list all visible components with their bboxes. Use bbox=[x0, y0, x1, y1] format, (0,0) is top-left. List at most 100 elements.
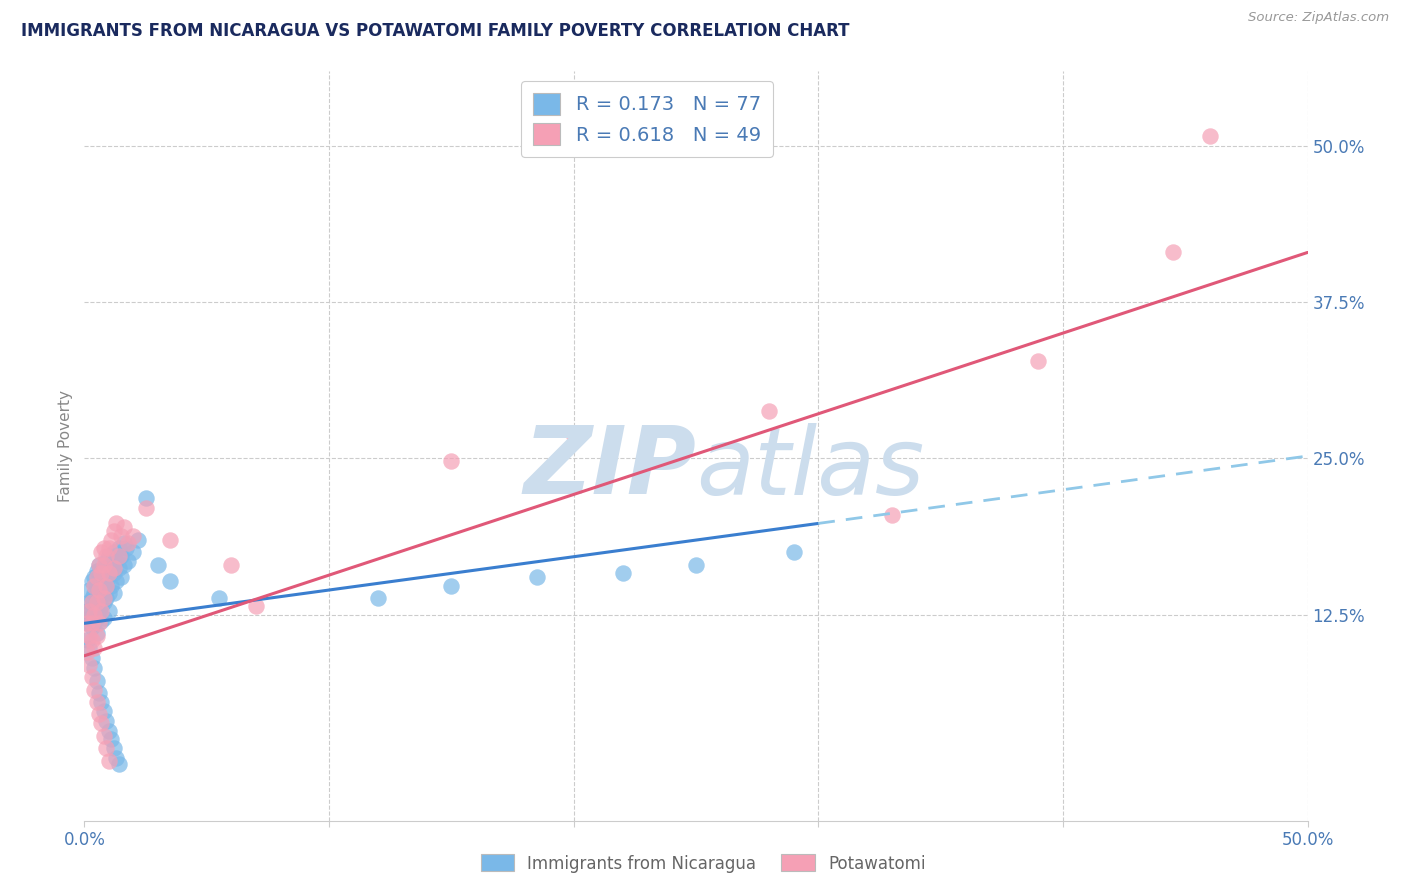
Y-axis label: Family Poverty: Family Poverty bbox=[58, 390, 73, 502]
Point bbox=[80, 616, 103, 631]
Point bbox=[880, 508, 903, 522]
Point bbox=[80, 591, 103, 606]
Point bbox=[96, 591, 118, 606]
Point bbox=[86, 629, 108, 643]
Point bbox=[105, 751, 128, 765]
Point bbox=[86, 595, 108, 609]
Point bbox=[86, 695, 108, 709]
Point bbox=[77, 629, 100, 643]
Legend: Immigrants from Nicaragua, Potawatomi: Immigrants from Nicaragua, Potawatomi bbox=[474, 847, 932, 880]
Point bbox=[97, 604, 120, 618]
Point bbox=[783, 545, 806, 559]
Point bbox=[110, 549, 132, 563]
Point bbox=[105, 516, 128, 531]
Point bbox=[103, 741, 125, 756]
Point bbox=[80, 632, 103, 647]
Point bbox=[122, 529, 145, 543]
Point bbox=[87, 604, 110, 618]
Text: ZIP: ZIP bbox=[523, 423, 696, 515]
Point bbox=[86, 570, 108, 584]
Legend: R = 0.173   N = 77, R = 0.618   N = 49: R = 0.173 N = 77, R = 0.618 N = 49 bbox=[522, 81, 773, 157]
Point bbox=[90, 716, 112, 731]
Point bbox=[87, 686, 110, 700]
Point bbox=[77, 604, 100, 618]
Point bbox=[96, 579, 118, 593]
Point bbox=[87, 558, 110, 572]
Point bbox=[1028, 354, 1050, 368]
Point bbox=[77, 611, 100, 625]
Point bbox=[117, 536, 139, 550]
Point bbox=[90, 614, 112, 628]
Point bbox=[100, 732, 122, 747]
Point bbox=[107, 561, 129, 575]
Point bbox=[93, 595, 115, 609]
Point bbox=[107, 541, 129, 556]
Point bbox=[93, 579, 115, 593]
Point bbox=[83, 579, 105, 593]
Point bbox=[112, 558, 135, 572]
Point bbox=[87, 582, 110, 597]
Point bbox=[76, 645, 98, 659]
Point bbox=[127, 533, 149, 547]
Point bbox=[80, 595, 103, 609]
Point bbox=[77, 595, 100, 609]
Point bbox=[1198, 129, 1220, 144]
Point bbox=[97, 754, 120, 768]
Point bbox=[83, 586, 105, 600]
Point bbox=[80, 604, 103, 618]
Point bbox=[115, 541, 138, 556]
Point bbox=[135, 491, 157, 506]
Point bbox=[87, 707, 110, 722]
Point bbox=[367, 591, 389, 606]
Point bbox=[93, 591, 115, 606]
Point bbox=[97, 586, 120, 600]
Point bbox=[103, 566, 125, 581]
Point bbox=[77, 582, 100, 597]
Text: IMMIGRANTS FROM NICARAGUA VS POTAWATOMI FAMILY POVERTY CORRELATION CHART: IMMIGRANTS FROM NICARAGUA VS POTAWATOMI … bbox=[21, 22, 849, 40]
Point bbox=[86, 564, 108, 578]
Point bbox=[87, 589, 110, 603]
Point bbox=[526, 570, 548, 584]
Text: atlas: atlas bbox=[696, 423, 924, 514]
Point bbox=[93, 541, 115, 556]
Point bbox=[440, 454, 463, 468]
Point bbox=[80, 620, 103, 634]
Point bbox=[86, 579, 108, 593]
Point bbox=[86, 595, 108, 609]
Point bbox=[93, 558, 115, 572]
Point bbox=[685, 558, 707, 572]
Point bbox=[90, 566, 112, 581]
Point bbox=[90, 599, 112, 613]
Point bbox=[83, 616, 105, 631]
Point bbox=[219, 558, 242, 572]
Point bbox=[159, 533, 181, 547]
Text: Source: ZipAtlas.com: Source: ZipAtlas.com bbox=[1249, 11, 1389, 24]
Point bbox=[103, 561, 125, 575]
Point bbox=[76, 604, 98, 618]
Point bbox=[83, 607, 105, 622]
Point bbox=[107, 549, 129, 563]
Point bbox=[100, 579, 122, 593]
Point bbox=[80, 574, 103, 588]
Point bbox=[440, 579, 463, 593]
Point bbox=[208, 591, 231, 606]
Point bbox=[93, 561, 115, 575]
Point bbox=[110, 529, 132, 543]
Point bbox=[76, 616, 98, 631]
Point bbox=[86, 673, 108, 688]
Point bbox=[90, 582, 112, 597]
Point bbox=[76, 632, 98, 647]
Point bbox=[245, 599, 267, 613]
Point bbox=[107, 757, 129, 772]
Point bbox=[96, 574, 118, 588]
Point bbox=[87, 558, 110, 572]
Point bbox=[562, 429, 585, 443]
Point bbox=[96, 554, 118, 568]
Point bbox=[90, 545, 112, 559]
Point bbox=[80, 651, 103, 665]
Point bbox=[97, 566, 120, 581]
Point bbox=[758, 404, 780, 418]
Point bbox=[87, 616, 110, 631]
Point bbox=[96, 549, 118, 563]
Point bbox=[103, 545, 125, 559]
